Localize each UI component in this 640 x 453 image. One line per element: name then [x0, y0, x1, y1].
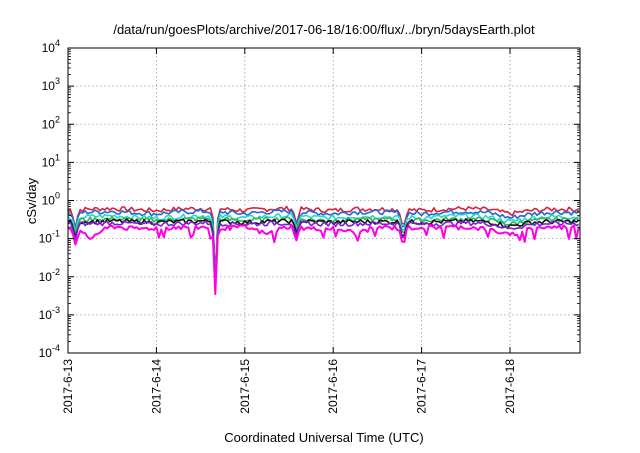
- y-tick-label: 10-4: [39, 343, 60, 360]
- y-tick-label: 102: [42, 114, 60, 131]
- y-tick-label: 101: [42, 152, 60, 169]
- series-line: [67, 205, 580, 279]
- series-line: [67, 220, 580, 291]
- grid: [68, 48, 580, 353]
- y-tick-label: 10-3: [39, 305, 60, 322]
- y-tick-label: 10-1: [39, 229, 60, 246]
- chart-title: /data/run/goesPlots/archive/2017-06-18/1…: [113, 22, 535, 37]
- x-axis-label: Coordinated Universal Time (UTC): [224, 430, 423, 445]
- y-tick-label: 103: [42, 76, 60, 93]
- y-tick-label: 100: [42, 191, 60, 208]
- series-line: [68, 224, 580, 296]
- y-axis-label: cSv/day: [24, 177, 39, 224]
- y-tick-label: 10-2: [39, 267, 60, 284]
- series-line: [67, 212, 580, 283]
- x-tick-label: 2017-6-16: [326, 359, 340, 414]
- x-tick-label: 2017-6-15: [238, 359, 252, 414]
- axes: 10-4 10-3 10-2 10-1 100 101 102 103 104 2017-6-13…: [39, 38, 580, 414]
- x-tick-label: 2017-6-14: [149, 359, 163, 414]
- series-line: [67, 208, 580, 281]
- series-line: [67, 216, 579, 285]
- y-tick-label: 104: [42, 38, 60, 55]
- series-group: [67, 205, 580, 296]
- x-tick-label: 2017-6-18: [503, 359, 517, 414]
- x-tick-label: 2017-6-17: [415, 359, 429, 414]
- x-tick-label: 2017-6-13: [61, 359, 75, 414]
